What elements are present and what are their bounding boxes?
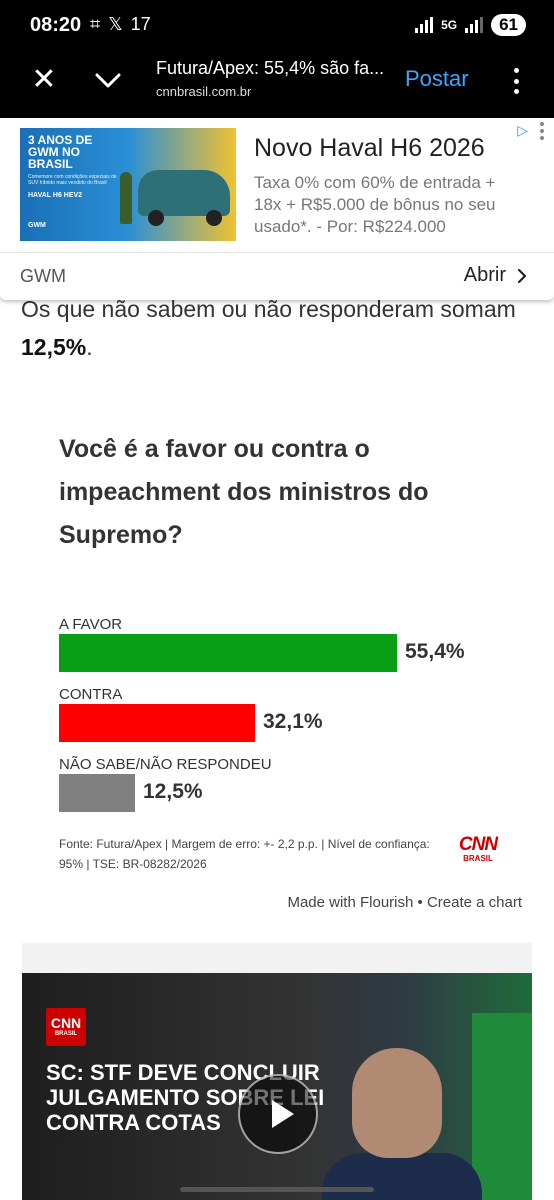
video-person	[352, 1048, 442, 1158]
close-icon[interactable]: ✕	[31, 63, 57, 96]
article-text-end: .	[86, 334, 93, 360]
ad-person	[120, 172, 132, 224]
flourish-credit: Made with Flourish • Create a chart	[287, 894, 522, 911]
network-type: 5G	[441, 18, 458, 32]
cnn-logo-text: CNN	[458, 834, 498, 855]
ad-advertiser: GWM	[20, 266, 66, 286]
create-chart-link[interactable]: Create a chart	[426, 894, 522, 911]
status-notification-icons: ⌗ 𝕏 17	[90, 14, 151, 35]
ad-open-button[interactable]: Abrir	[464, 264, 528, 287]
ad-image-subtitle: Comemore com condições especiais de SUV …	[28, 174, 117, 186]
home-indicator[interactable]	[180, 1187, 374, 1192]
cnn-brasil-logo: CNN BRASIL	[456, 834, 500, 863]
bar-label: CONTRA	[59, 686, 123, 703]
chart-title: Você é a favor ou contra o impeachment d…	[59, 435, 429, 549]
ad-car-wheel	[148, 210, 164, 226]
ad-image-title: 3 ANOS DE GWM NO BRASIL	[28, 133, 93, 171]
video-cnn-text: CNN	[50, 1015, 82, 1031]
ad-car-wheel	[206, 210, 222, 226]
browser-toolbar: ✕ Futura/Apex: 55,4% são fa... cnnbrasil…	[0, 52, 554, 118]
chevron-right-icon	[517, 268, 527, 283]
play-icon[interactable]	[238, 1074, 318, 1154]
chart-source: Fonte: Futura/Apex | Margem de erro: +- …	[59, 837, 430, 871]
ad-image[interactable]: 3 ANOS DE GWM NO BRASIL Comemore com con…	[20, 128, 236, 241]
signal-icon-2	[465, 17, 484, 33]
post-button[interactable]: Postar	[405, 66, 469, 91]
bar-value-label: 32,1%	[263, 710, 323, 733]
chevron-down-icon[interactable]	[92, 64, 124, 96]
divider	[0, 252, 554, 253]
article-text: Os que não sabem ou não responderam soma…	[21, 296, 516, 322]
video-cnn-sub: BRASIL	[54, 1031, 78, 1037]
status-time: 08:20	[30, 14, 82, 36]
cnn-logo-sub: BRASIL	[463, 854, 493, 863]
article-highlight: 12,5%	[21, 334, 87, 360]
bar[interactable]	[59, 634, 397, 672]
page-url[interactable]: cnnbrasil.com.br	[156, 84, 252, 99]
battery-icon: 61	[491, 14, 526, 36]
signal-icon	[415, 17, 434, 33]
bar-label: NÃO SABE/NÃO RESPONDEU	[59, 756, 272, 773]
ad-description[interactable]: Taxa 0% com 60% de entrada + 18x + R$5.0…	[254, 173, 496, 236]
ad-image-model: HAVAL H6 HEV2	[28, 192, 83, 199]
bar-value-label: 12,5%	[143, 780, 203, 803]
ad-image-brand: GWM	[28, 222, 46, 229]
notification-count: 17	[130, 14, 151, 34]
ad-headline[interactable]: Novo Haval H6 2026	[254, 134, 485, 162]
web-page: Os que não sabem ou não responderam soma…	[0, 118, 554, 1200]
credit-separator: •	[417, 894, 423, 911]
ad-open-label: Abrir	[463, 264, 506, 286]
x-icon: 𝕏	[108, 14, 123, 34]
video-cnn-logo: CNN BRASIL	[46, 1008, 86, 1046]
ad-banner[interactable]: 3 ANOS DE GWM NO BRASIL Comemore com con…	[0, 118, 554, 300]
more-options-icon[interactable]	[512, 68, 520, 94]
bar-label: A FAVOR	[59, 616, 123, 633]
video-player[interactable]: CNN BRASIL SC: STF DEVE CONCLUIR JULGAME…	[22, 943, 532, 1200]
ad-menu-icon[interactable]	[540, 122, 546, 140]
bar[interactable]	[59, 704, 255, 742]
ad-choices-icon[interactable]: ▷	[517, 122, 528, 138]
video-flag	[472, 1013, 532, 1200]
page-title[interactable]: Futura/Apex: 55,4% são fa...	[156, 58, 385, 78]
status-bar: 08:20 ⌗ 𝕏 17 5G 61	[0, 0, 554, 52]
video-thumbnail[interactable]	[22, 973, 532, 1200]
video-person-suit	[322, 1153, 482, 1200]
status-system-icons: 5G 61	[415, 14, 526, 36]
screenshot-icon: ⌗	[90, 14, 101, 34]
article-paragraph: Os que não sabem ou não responderam soma…	[21, 290, 521, 366]
bar[interactable]	[59, 774, 135, 812]
ad-car	[138, 170, 230, 216]
made-with-flourish-link[interactable]: Made with Flourish	[287, 894, 414, 911]
bar-value-label: 55,4%	[405, 640, 465, 663]
